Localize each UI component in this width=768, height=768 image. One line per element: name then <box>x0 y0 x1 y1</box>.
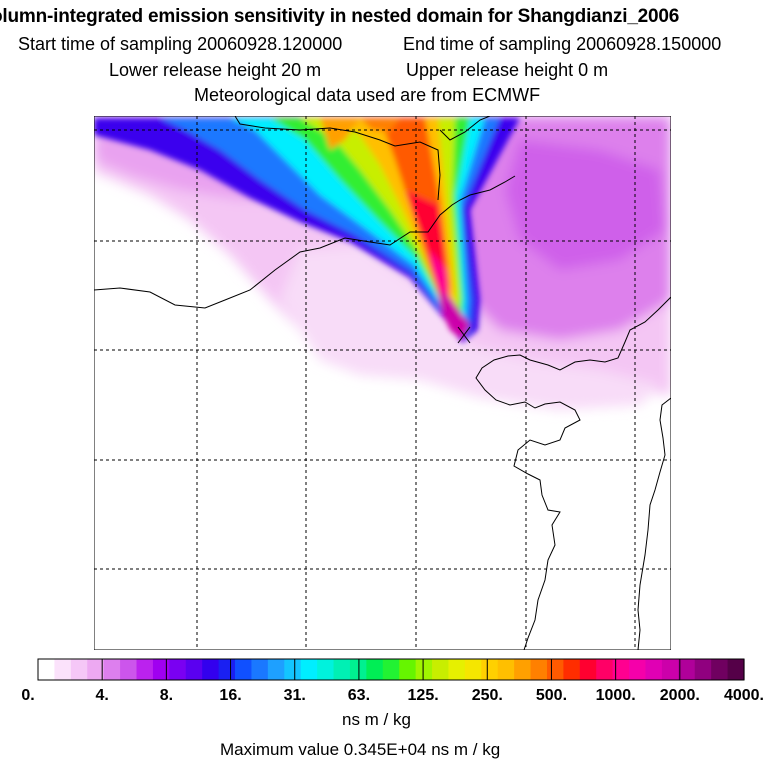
map-grid <box>94 116 671 650</box>
colorbar-swatch <box>317 659 335 680</box>
colorbar-tick-label: 4000. <box>724 687 764 704</box>
colorbar-swatch <box>497 659 515 680</box>
colorbar-swatch <box>514 659 532 680</box>
colorbar-tick-label: 4. <box>96 687 109 704</box>
meteorological-data-note: Meteorological data used are from ECMWF <box>194 85 541 105</box>
colorbar-swatch <box>382 659 400 680</box>
plot-title: olumn-integrated emission sensitivity in… <box>0 6 680 27</box>
colorbar-dividers <box>101 659 681 680</box>
colorbar-swatch <box>579 659 597 680</box>
colorbar-swatch <box>300 659 318 680</box>
colorbar-swatch <box>54 659 72 680</box>
colorbar-swatch <box>694 659 712 680</box>
colorbar-unit-label: ns m / kg <box>342 710 411 729</box>
colorbar-swatch <box>399 659 417 680</box>
colorbar-tick-label: 8. <box>160 687 173 704</box>
colorbar-swatch <box>169 659 187 680</box>
colorbar-tick-label: 250. <box>472 687 503 704</box>
colorbar-swatch <box>678 659 696 680</box>
colorbar-swatch <box>432 659 450 680</box>
coastlines-borders <box>94 116 671 650</box>
colorbar-tick-label: 0. <box>21 687 34 704</box>
colorbar-swatch <box>103 659 121 680</box>
sensitivity-plume <box>94 118 520 343</box>
colorbar-swatch <box>612 659 630 680</box>
colorbar-swatch <box>136 659 154 680</box>
colorbar-swatch <box>448 659 466 680</box>
colorbar-swatch <box>596 659 614 680</box>
colorbar-swatch <box>185 659 203 680</box>
maximum-value-label: Maximum value 0.345E+04 ns m / kg <box>220 740 501 759</box>
lower-release-height: Lower release height 20 m <box>109 60 322 80</box>
release-point-marker <box>457 326 471 344</box>
colorbar-swatch <box>415 659 433 680</box>
colorbar-frame <box>37 658 745 681</box>
colorbar-tick-label: 2000. <box>660 687 700 704</box>
colorbar-swatch <box>645 659 663 680</box>
colorbar-tick-label: 1000. <box>596 687 636 704</box>
sampling-end-time: End time of sampling 20060928.150000 <box>403 34 722 54</box>
colorbar-swatch <box>366 659 384 680</box>
colorbar-swatch <box>152 659 170 680</box>
colorbar-swatch <box>333 659 351 680</box>
colorbar-swatch <box>661 659 679 680</box>
colorbar-swatch <box>120 659 138 680</box>
colorbar-swatch <box>70 659 88 680</box>
colorbar-swatch <box>629 659 647 680</box>
colorbar-tick-label: 500. <box>536 687 567 704</box>
colorbar-tick-label: 31. <box>284 687 306 704</box>
colorbar-swatches <box>38 659 745 680</box>
colorbar-swatch <box>87 659 105 680</box>
colorbar-swatch <box>481 659 499 680</box>
colorbar-tick-label: 125. <box>408 687 439 704</box>
colorbar-swatch <box>464 659 482 680</box>
colorbar-swatch <box>202 659 220 680</box>
colorbar-swatch <box>235 659 253 680</box>
colorbar-swatch <box>711 659 729 680</box>
colorbar-swatch <box>546 659 564 680</box>
colorbar-swatch <box>727 659 745 680</box>
map-area <box>94 116 671 650</box>
colorbar-swatch <box>563 659 581 680</box>
colorbar-swatch <box>38 659 56 680</box>
colorbar-swatch <box>218 659 236 680</box>
colorbar-tick-label: 63. <box>348 687 370 704</box>
colorbar-swatch <box>284 659 302 680</box>
colorbar-swatch <box>251 659 269 680</box>
colorbar-swatch <box>530 659 548 680</box>
colorbar-tick-label: 16. <box>219 687 241 704</box>
colorbar-swatch <box>267 659 285 680</box>
colorbar: 0. 4. 8. 16. 31. 63. 125. 250. 500. 1000. 2000. 400… <box>21 658 764 704</box>
sampling-start-time: Start time of sampling 20060928.120000 <box>18 34 343 54</box>
upper-release-height: Upper release height 0 m <box>406 60 609 80</box>
colorbar-tick-labels: 0. 4. 8. 16. 31. 63. 125. 250. 500. 1000. 2000. 400… <box>21 687 764 704</box>
